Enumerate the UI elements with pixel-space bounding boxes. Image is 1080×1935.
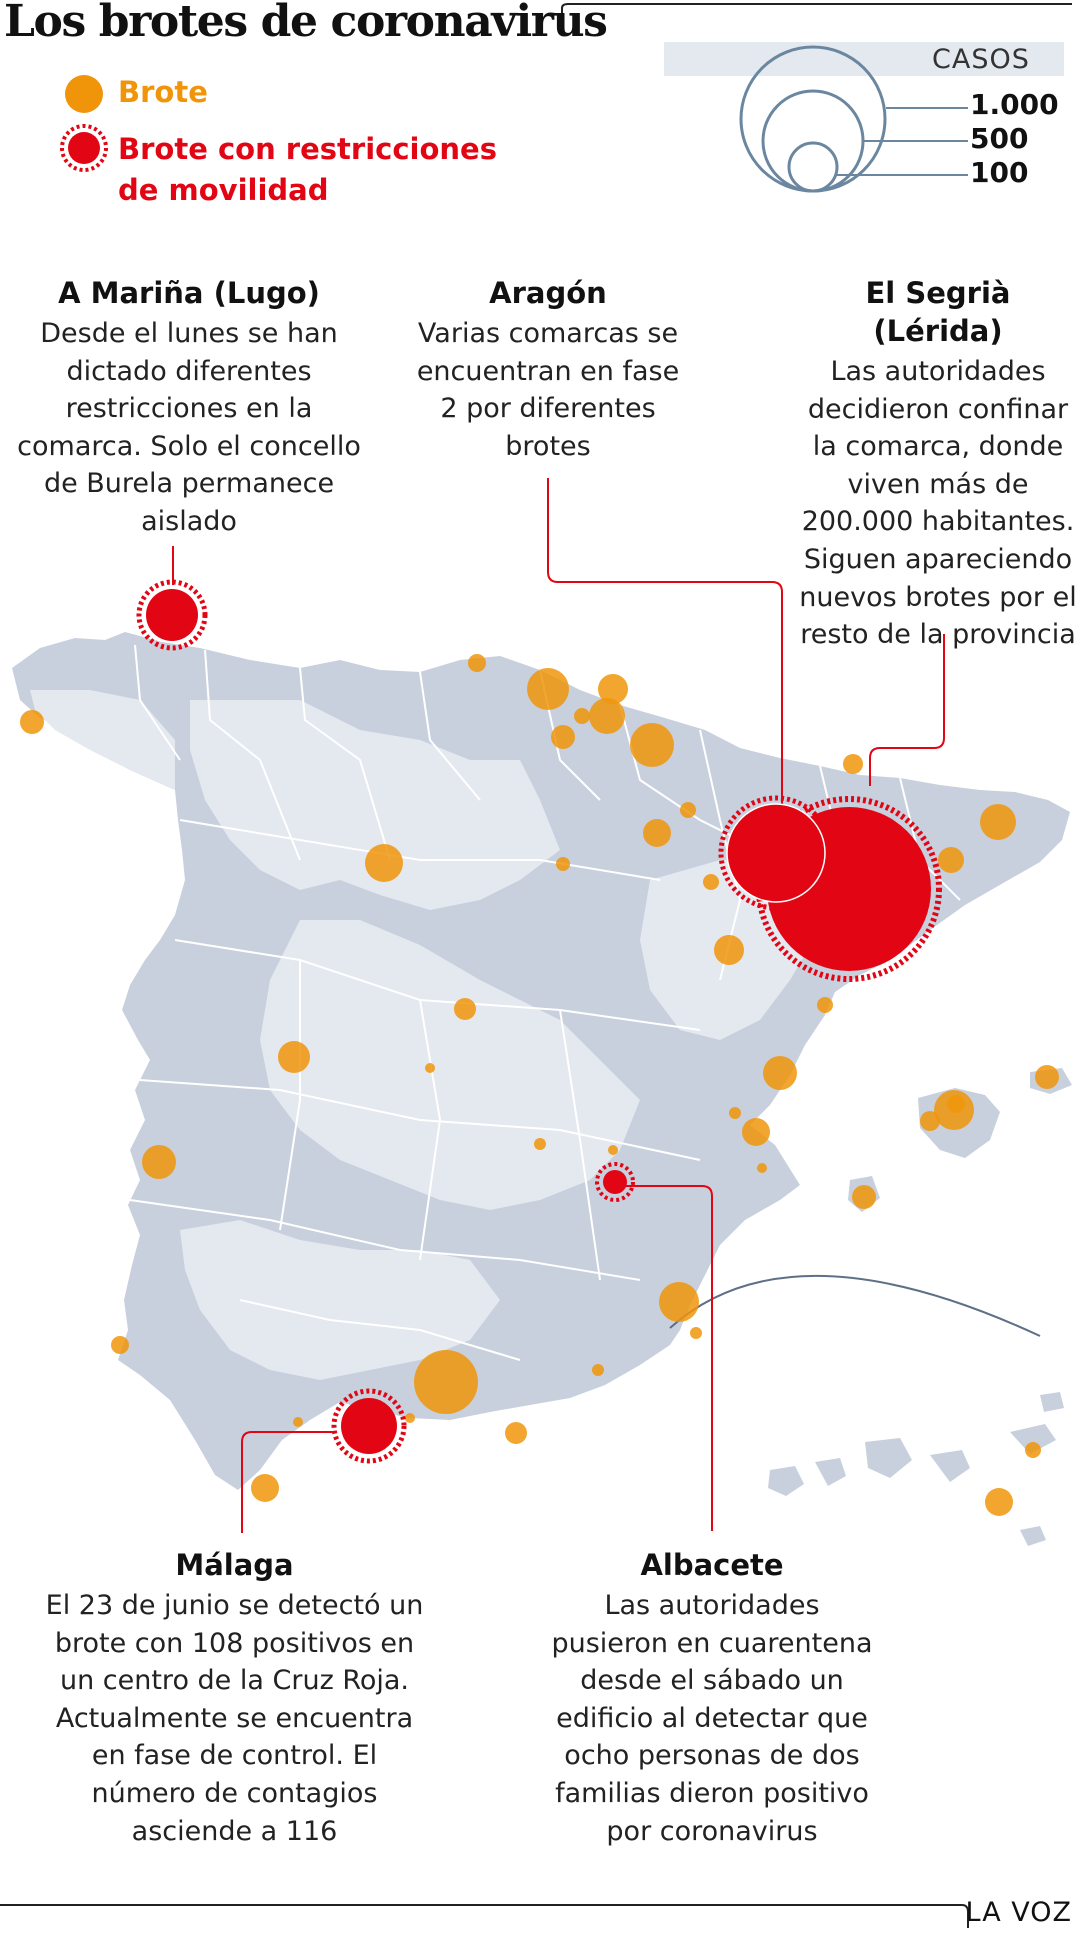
annotation-title: Albacete: [640, 1548, 784, 1582]
brote-circle: [852, 1185, 876, 1209]
brote-circle: [111, 1336, 129, 1354]
brote-circle: [425, 1063, 435, 1073]
scale-circle-100: [787, 141, 839, 193]
footer-rule: [0, 1904, 969, 1928]
annotation-mariña: A Mariña (Lugo) Desde el lunes se han di…: [10, 274, 368, 541]
brote-circle: [742, 1118, 770, 1146]
region-light-center: [260, 920, 640, 1210]
header-rule: [561, 3, 1072, 32]
scale-band: [664, 42, 1064, 76]
brote-circle: [643, 819, 671, 847]
connector-lines: [172, 478, 945, 1533]
brote-circle: [714, 935, 744, 965]
brote-circle: [251, 1474, 279, 1502]
brote-circle: [985, 1488, 1013, 1516]
brote-circle: [843, 754, 863, 774]
annotation-title: Aragón: [489, 276, 607, 310]
scale-value-500: 500: [970, 122, 1029, 155]
brote-circle: [947, 1095, 965, 1113]
canarias-arc: [669, 1274, 1041, 1337]
region-light-north: [190, 700, 560, 910]
brote-circle: [556, 857, 570, 871]
brote-circle: [920, 1111, 940, 1131]
annotation-title: A Mariña (Lugo): [58, 276, 320, 310]
brote-circle: [468, 654, 486, 672]
brote-circle: [505, 1422, 527, 1444]
annotation-text: Las autoridades pusieron en cuarentena d…: [551, 1590, 873, 1847]
brote-circle: [690, 1327, 702, 1339]
annotation-text: Las autoridades decidieron confinar la c…: [799, 356, 1077, 651]
brote-circle: [293, 1417, 303, 1427]
annotation-malaga: Málaga El 23 de junio se detectó un brot…: [42, 1546, 427, 1850]
brote-circle: [598, 674, 628, 704]
annotation-aragon: Aragón Varias comarcas se encuentran en …: [415, 274, 681, 465]
annotation-text: El 23 de junio se detectó un brote con 1…: [45, 1590, 424, 1847]
brote-circle: [142, 1145, 176, 1179]
brote-circle: [938, 847, 964, 873]
annotation-text: Desde el lunes se han dictado diferentes…: [17, 318, 361, 537]
brote-circle: [763, 1056, 797, 1090]
annotation-albacete: Albacete Las autoridades pusieron en cua…: [542, 1546, 882, 1850]
region-light-west: [30, 690, 175, 790]
brote-circle: [592, 1364, 604, 1376]
brote-circle: [659, 1282, 699, 1322]
brote-restriccion-malaga: [331, 1388, 407, 1464]
brote-circle: [703, 874, 719, 890]
brote-circle: [405, 1413, 415, 1423]
brote-circle: [278, 1041, 310, 1073]
brote-restriccion-mariña: [136, 579, 208, 651]
annotation-text: Varias comarcas se encuentran en fase 2 …: [416, 318, 680, 462]
brand-logo-text: LA VOZ: [965, 1897, 1072, 1928]
brote-circle: [454, 998, 476, 1020]
annotation-segria: El Segrià (Lérida) Las autoridades decid…: [796, 274, 1080, 654]
scale-value-1000: 1.000: [970, 88, 1059, 121]
brote-circle: [608, 1145, 618, 1155]
annotation-title: El Segrià (Lérida): [865, 276, 1011, 348]
brote-circle: [365, 844, 403, 882]
brote-circle: [817, 997, 833, 1013]
brote-circle: [574, 708, 590, 724]
canary-islands: [768, 1392, 1064, 1546]
restriccion-layer: [136, 579, 942, 1464]
legend-restriccion-ring: [60, 124, 108, 172]
brote-circle: [1035, 1065, 1059, 1089]
brote-restriccion-aragon: [718, 795, 834, 911]
legend-restriccion-symbol: [68, 132, 100, 164]
brote-circle: [534, 1138, 546, 1150]
annotation-title: Málaga: [175, 1548, 294, 1582]
legend-restriccion-label: Brote con restricciones de movilidad: [118, 132, 497, 207]
brote-circle: [589, 698, 625, 734]
brote-circle: [729, 1107, 741, 1119]
brote-circle: [414, 1350, 478, 1414]
legend-brote-label: Brote: [118, 75, 208, 109]
legend-brote-symbol: [65, 75, 103, 113]
brote-circle: [551, 725, 575, 749]
brote-layer: [20, 654, 1059, 1516]
brote-circle: [20, 710, 44, 734]
scale-title: CASOS: [932, 44, 1030, 75]
scale-value-100: 100: [970, 156, 1029, 189]
brote-circle: [757, 1163, 767, 1173]
brote-circle: [980, 804, 1016, 840]
brote-circle: [527, 668, 569, 710]
page-title: Los brotes de coronavirus: [4, 0, 608, 47]
brote-circle: [1025, 1442, 1041, 1458]
brote-circle: [630, 723, 674, 767]
brote-circle: [680, 802, 696, 818]
brote-restriccion-albacete: [595, 1162, 635, 1202]
